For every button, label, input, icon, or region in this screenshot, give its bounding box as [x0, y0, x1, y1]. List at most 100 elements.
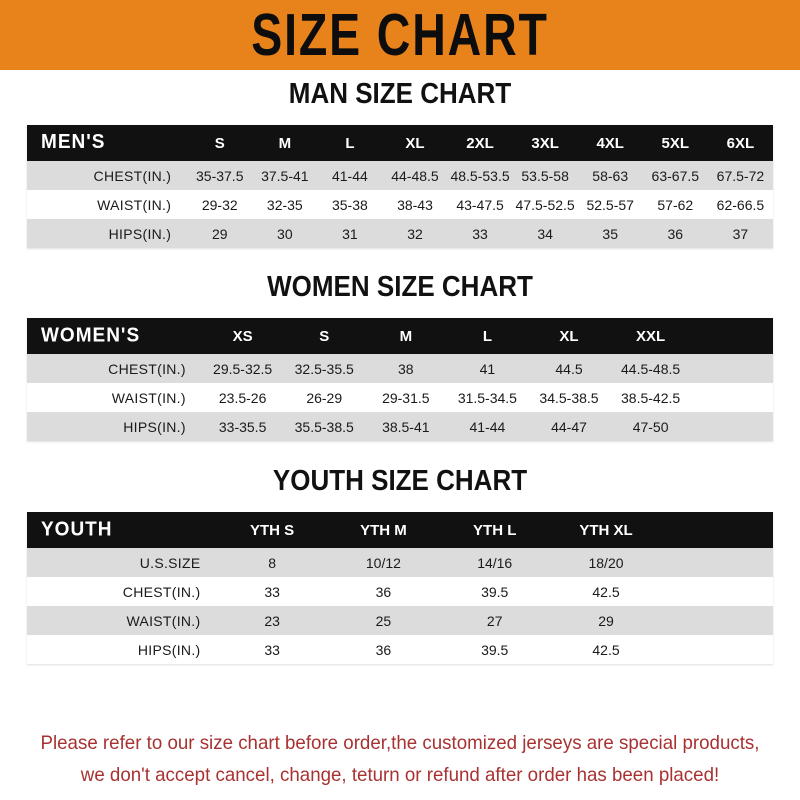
cell-man-0-5: 53.5-58	[521, 167, 569, 184]
cell-spacer	[662, 577, 773, 606]
cell-man-1-3: 38-43	[397, 196, 433, 213]
cell-man-2-6: 35	[602, 225, 618, 242]
cell-man-0-4: 48.5-53.5	[450, 167, 510, 184]
cell-man-2-0: 29	[211, 225, 228, 242]
cell-women-2-5: 47-50	[632, 418, 669, 435]
cell-women-1-3: 31.5-34.5	[457, 389, 517, 406]
cell-spacer	[662, 635, 773, 664]
table-row: WAIST(IN.) 29-32 32-35 35-38 38-43 43-47.5 47.…	[27, 190, 773, 219]
cell-man-0-3: 44-48.5	[391, 167, 439, 184]
table-header-row: YOUTH YTH S YTH M YTH L YTH XL	[27, 512, 773, 548]
table-row: WAIST(IN.) 23 25 27 29	[27, 606, 773, 635]
row-label-man-2: HIPS(IN.)	[108, 225, 172, 242]
size-table-man-wrap: MEN'S S M L XL 2XL 3XL 4XL 5XL 6XL CHEST(IN.) 35-3…	[27, 125, 773, 248]
size-table-women-wrap: WOMEN'S XS S M L XL XXL CHEST(IN.) 29.5-32.5 32.…	[27, 318, 773, 441]
disclaimer-line-1: Please refer to our size chart before or…	[40, 732, 760, 754]
cell-youth-0-2: 14/16	[477, 554, 513, 571]
column-header-man-6: 4XL	[596, 134, 624, 152]
cell-man-1-4: 43-47.5	[456, 196, 504, 213]
cell-spacer	[662, 548, 773, 577]
column-header-man-5: 3XL	[531, 134, 559, 152]
size-chart-sheet: MAN SIZE CHART MEN'S S M L XL 2XL 3XL 4XL 5XL 6XL…	[0, 70, 800, 800]
cell-man-2-4: 33	[472, 225, 488, 242]
column-header-man-7: 5XL	[661, 134, 690, 152]
column-header-man-8: 6XL	[726, 134, 755, 152]
cell-man-0-6: 58-63	[592, 167, 629, 184]
cell-youth-1-2: 39.5	[481, 583, 509, 600]
cell-spacer	[691, 412, 773, 441]
cell-man-1-7: 57-62	[657, 196, 694, 213]
cell-man-1-1: 32-35	[266, 196, 303, 213]
column-header-women-1: S	[319, 327, 330, 345]
column-header-women-2: M	[399, 327, 413, 345]
cell-man-2-8: 37	[732, 225, 749, 242]
cell-women-0-4: 44.5	[555, 360, 583, 377]
cell-youth-2-3: 29	[598, 612, 614, 629]
cell-man-2-7: 36	[667, 225, 684, 242]
cell-women-0-0: 29.5-32.5	[213, 360, 273, 377]
column-header-youth-0: YTH S	[250, 521, 295, 539]
section-title-youth: YOUTH SIZE CHART	[272, 463, 528, 497]
cell-women-0-1: 32.5-35.5	[294, 360, 354, 377]
cell-women-2-2: 38.5-41	[382, 418, 430, 435]
cell-women-1-2: 29-31.5	[382, 389, 430, 406]
table-header-label: MEN'S	[41, 131, 106, 154]
table-head: YOUTH YTH S YTH M YTH L YTH XL	[27, 512, 773, 548]
size-table-man: MEN'S S M L XL 2XL 3XL 4XL 5XL 6XL CHEST(IN.) 35-3…	[27, 125, 773, 248]
table-row: WAIST(IN.) 23.5-26 26-29 29-31.5 31.5-34.5 34…	[27, 383, 773, 412]
cell-youth-3-0: 33	[264, 641, 280, 658]
table-row: CHEST(IN.) 35-37.5 37.5-41 41-44 44-48.5 48.5…	[27, 161, 773, 190]
table-head: MEN'S S M L XL 2XL 3XL 4XL 5XL 6XL	[27, 125, 773, 161]
column-header-spacer	[691, 318, 773, 354]
cell-man-0-8: 67.5-72	[716, 167, 765, 184]
cell-man-1-0: 29-32	[201, 196, 238, 213]
table-row: CHEST(IN.) 29.5-32.5 32.5-35.5 38 41 44.5 44.5…	[27, 354, 773, 383]
column-header-women-0: XS	[232, 327, 253, 345]
column-header-women-4: XL	[559, 327, 579, 345]
table-row: HIPS(IN.) 29 30 31 32 33 34 35 36 37	[27, 219, 773, 248]
cell-youth-2-0: 23	[264, 612, 280, 629]
cell-women-1-0: 23.5-26	[218, 389, 267, 406]
column-header-man-1: M	[278, 134, 292, 152]
cell-spacer	[691, 383, 773, 412]
disclaimer-line-2: we don't accept cancel, change, teturn o…	[80, 764, 720, 786]
table-header-row: WOMEN'S XS S M L XL XXL	[27, 318, 773, 354]
cell-women-0-5: 44.5-48.5	[621, 360, 681, 377]
cell-youth-0-1: 10/12	[365, 554, 401, 571]
size-table-women: WOMEN'S XS S M L XL XXL CHEST(IN.) 29.5-32.5 32.…	[27, 318, 773, 441]
section-title-women: WOMEN SIZE CHART	[267, 269, 533, 303]
cell-man-2-5: 34	[537, 225, 553, 242]
cell-youth-2-2: 27	[486, 612, 503, 629]
cell-youth-1-0: 33	[264, 583, 280, 600]
column-header-man-0: S	[214, 134, 225, 152]
size-table-youth: YOUTH YTH S YTH M YTH L YTH XL U.S.SIZE 8 10/1…	[27, 512, 773, 664]
column-header-youth-2: YTH L	[473, 521, 517, 539]
cell-women-2-3: 41-44	[469, 418, 506, 435]
row-label-man-1: WAIST(IN.)	[97, 196, 172, 213]
section-title-man: MAN SIZE CHART	[288, 76, 512, 110]
cell-women-2-0: 33-35.5	[218, 418, 267, 435]
table-body: CHEST(IN.) 35-37.5 37.5-41 41-44 44-48.5 48.5…	[27, 161, 773, 248]
cell-youth-0-0: 8	[268, 554, 277, 571]
column-header-spacer	[662, 512, 773, 548]
row-label-youth-2: WAIST(IN.)	[126, 612, 201, 629]
cell-spacer	[662, 606, 773, 635]
cell-spacer	[691, 354, 773, 383]
row-label-man-0: CHEST(IN.)	[93, 167, 172, 184]
column-header-man-3: XL	[405, 134, 425, 152]
cell-man-2-1: 30	[277, 225, 293, 242]
table-row: CHEST(IN.) 33 36 39.5 42.5	[27, 577, 773, 606]
cell-youth-3-2: 39.5	[481, 641, 509, 658]
cell-youth-3-3: 42.5	[592, 641, 620, 658]
table-row: HIPS(IN.) 33-35.5 35.5-38.5 38.5-41 41-44 44-…	[27, 412, 773, 441]
column-header-women-5: XXL	[636, 327, 666, 345]
row-label-women-2: HIPS(IN.)	[123, 418, 186, 435]
cell-youth-3-1: 36	[375, 641, 392, 658]
row-label-youth-1: CHEST(IN.)	[122, 583, 201, 600]
column-header-youth-3: YTH XL	[579, 521, 633, 539]
cell-man-0-0: 35-37.5	[196, 167, 244, 184]
cell-youth-1-1: 36	[375, 583, 392, 600]
page-title: SIZE CHART	[251, 1, 549, 69]
table-header-row: MEN'S S M L XL 2XL 3XL 4XL 5XL 6XL	[27, 125, 773, 161]
cell-women-2-1: 35.5-38.5	[294, 418, 354, 435]
